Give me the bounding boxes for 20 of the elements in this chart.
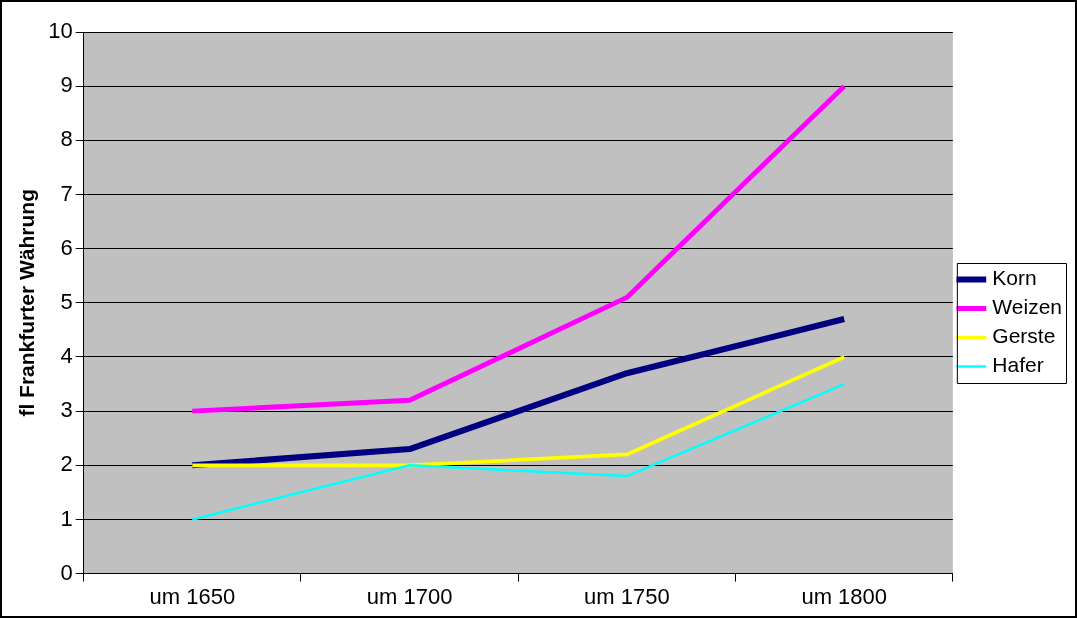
y-axis-title: fl Frankfurter Währung xyxy=(15,189,39,417)
y-tick-label: 7 xyxy=(60,180,73,206)
y-tick-label: 3 xyxy=(60,397,73,423)
legend-label: Hafer xyxy=(992,353,1044,377)
y-tick-label: 10 xyxy=(48,18,73,44)
x-tick-label: um 1700 xyxy=(366,583,453,609)
y-tick-label: 2 xyxy=(60,451,73,477)
x-tick-label: um 1750 xyxy=(584,583,670,609)
y-tick-label: 4 xyxy=(60,343,73,369)
legend-label: Korn xyxy=(992,266,1037,290)
x-tick-label: um 1650 xyxy=(149,583,236,609)
legend-label: Gerste xyxy=(992,324,1056,348)
y-tick-label: 1 xyxy=(60,505,73,531)
y-tick-label: 8 xyxy=(60,126,73,152)
y-tick-label: 5 xyxy=(60,288,73,314)
y-tick-label: 9 xyxy=(60,72,73,98)
y-tick-label: 6 xyxy=(60,234,73,260)
legend-label: Weizen xyxy=(992,295,1063,319)
x-tick-label: um 1800 xyxy=(801,583,888,609)
y-tick-label: 0 xyxy=(60,559,73,585)
